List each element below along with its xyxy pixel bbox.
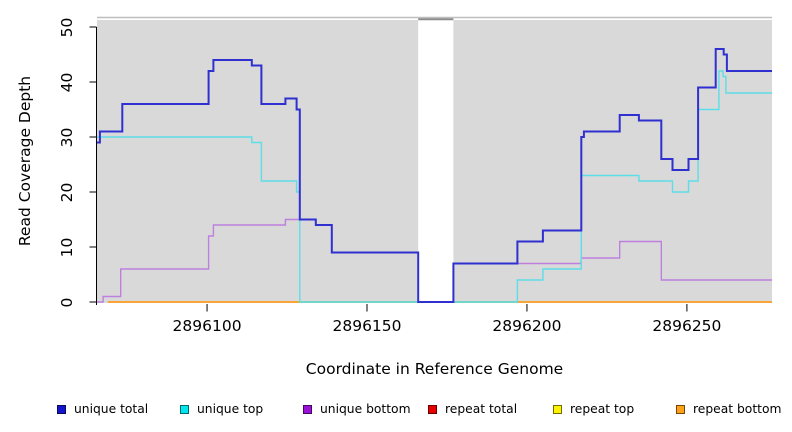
y-tick-label: 0: [58, 298, 76, 308]
legend-label: repeat bottom: [693, 402, 782, 416]
unique-bottom-swatch-icon: [303, 404, 312, 414]
repeat-total-swatch-icon: [428, 404, 437, 414]
y-tick-label: 10: [58, 238, 76, 258]
legend-label: unique total: [74, 402, 149, 416]
legend-item-repeat-total: repeat total: [428, 399, 517, 419]
legend: unique total unique top unique bottom re…: [0, 399, 792, 423]
x-axis-title: Coordinate in Reference Genome: [306, 360, 563, 378]
legend-item-repeat-top: repeat top: [553, 399, 634, 419]
legend-item-unique-total: unique total: [57, 399, 148, 419]
y-tick-label: 50: [58, 18, 76, 38]
x-tick-label: 2896250: [652, 317, 721, 335]
repeat-bottom-swatch-icon: [676, 404, 685, 414]
x-tick-label: 2896100: [173, 317, 242, 335]
legend-item-unique-top: unique top: [180, 399, 263, 419]
legend-label: unique top: [197, 402, 264, 416]
y-tick-label: 40: [58, 73, 76, 93]
y-axis-title: Read Coverage Depth: [16, 76, 34, 246]
series-unique-total-line: [97, 48, 772, 303]
y-tick-label: 20: [58, 183, 76, 203]
coverage-plot: 0 10 20 30 40 50 2896100 2896150 2896200 2896250 C…: [16, 16, 772, 378]
unique-total-swatch-icon: [57, 404, 66, 414]
unique-top-swatch-icon: [180, 404, 189, 414]
legend-item-unique-bottom: unique bottom: [303, 399, 411, 419]
x-tick-label: 2896200: [492, 317, 561, 335]
legend-label: repeat total: [445, 402, 518, 416]
legend-label: repeat top: [570, 402, 635, 416]
y-tick-label: 30: [58, 128, 76, 148]
x-tick-label: 2896150: [332, 317, 401, 335]
legend-item-repeat-bottom: repeat bottom: [676, 399, 781, 419]
legend-label: unique bottom: [320, 402, 411, 416]
series-unique-top-line: [97, 70, 772, 303]
no-data-mask-band: [418, 20, 454, 302]
repeat-top-swatch-icon: [553, 404, 562, 414]
